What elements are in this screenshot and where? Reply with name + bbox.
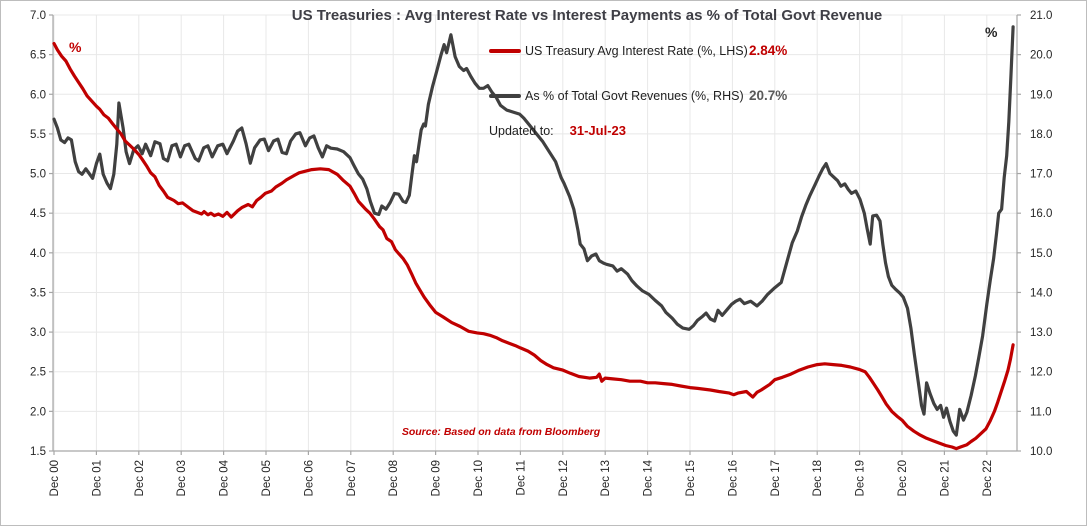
x-axis-tick-label: Dec 20 <box>897 460 909 496</box>
left-axis-tick-label: 2.0 <box>30 406 46 418</box>
left-axis-tick-label: 3.5 <box>30 287 46 299</box>
x-axis-tick-label: Dec 04 <box>219 459 231 496</box>
right-axis-tick-label: 20.0 <box>1030 50 1052 62</box>
x-axis-tick-label: Dec 11 <box>515 460 527 496</box>
left-axis-tick-label: 4.5 <box>30 208 46 220</box>
rhs-axis-unit-label: % <box>985 24 998 40</box>
axis-lines <box>52 15 1018 452</box>
legend-item-revenues: As % of Total Govt Revenues (%, RHS) 20.… <box>489 88 787 103</box>
right-axis-tick-label: 15.0 <box>1030 248 1052 260</box>
left-axis-tick-label: 5.0 <box>30 169 46 181</box>
left-axis-tick-label: 3.0 <box>30 327 46 339</box>
x-axis-tick-label: Dec 05 <box>261 460 273 496</box>
gridlines-vertical <box>53 15 988 451</box>
x-axis-tick-label: Dec 13 <box>600 460 612 496</box>
right-axis-tick-label: 21.0 <box>1030 10 1052 22</box>
source-note: Source: Based on data from Bloomberg <box>401 426 601 438</box>
left-axis-tick-label: 6.0 <box>30 89 46 101</box>
x-axis-tick-label: Dec 18 <box>812 460 824 496</box>
x-axis-tick-label: Dec 09 <box>431 460 443 496</box>
updated-to-row: Updated to: 31-Jul-23 <box>489 123 626 138</box>
axis-tick-marks <box>49 14 1021 455</box>
x-axis-tick-label: Dec 16 <box>727 460 739 496</box>
left-axis-tick-label: 2.5 <box>30 367 46 379</box>
lhs-axis-unit-label: % <box>69 39 82 55</box>
x-axis-tick-label: Dec 06 <box>303 460 315 496</box>
x-axis-tick-label: Dec 02 <box>134 460 146 496</box>
x-axis-tick-label: Dec 15 <box>685 460 697 496</box>
x-axis-tick-labels: Dec 00 Dec 01 Dec 02 Dec 03 Dec 04 Dec 05 Dec … <box>49 459 994 496</box>
right-axis-tick-label: 12.0 <box>1030 367 1052 379</box>
series-rate-line <box>52 41 1015 451</box>
rate-line-swatch <box>489 48 521 53</box>
left-axis-tick-label: 4.0 <box>30 248 46 260</box>
right-axis-tick-label: 10.0 <box>1030 446 1052 458</box>
legend-label-revenues: As % of Total Govt Revenues (%, RHS) <box>525 88 744 103</box>
left-axis-tick-label: 1.5 <box>30 446 46 458</box>
x-axis-tick-label: Dec 03 <box>176 460 188 496</box>
legend-item-rate: US Treasury Avg Interest Rate (%, LHS) 2… <box>489 43 787 58</box>
left-axis-tick-labels: 7.0 6.5 6.0 5.5 5.0 4.5 4.0 3.5 3.0 2.5 2.0 1.5 <box>30 10 46 458</box>
x-axis-tick-label: Dec 17 <box>770 460 782 496</box>
right-axis-tick-label: 16.0 <box>1030 208 1052 220</box>
x-axis-tick-label: Dec 07 <box>346 460 358 496</box>
x-axis-tick-label: Dec 01 <box>91 460 103 496</box>
series-revenues-line <box>52 25 1015 437</box>
right-axis-tick-label: 18.0 <box>1030 129 1052 141</box>
legend-value-revenues: 20.7% <box>749 88 788 103</box>
x-axis-tick-label: Dec 22 <box>982 460 994 496</box>
x-axis-tick-label: Dec 08 <box>388 460 400 496</box>
left-axis-tick-label: 7.0 <box>30 10 46 22</box>
x-axis-tick-label: Dec 00 <box>49 460 61 496</box>
updated-to-label: Updated to: <box>489 123 554 138</box>
revenues-polyline <box>52 25 1015 437</box>
updated-to-date: 31-Jul-23 <box>569 123 627 138</box>
gridlines-horizontal <box>53 14 1017 412</box>
x-axis-tick-label: Dec 10 <box>473 460 485 496</box>
revenues-line-swatch <box>489 93 521 98</box>
right-axis-tick-label: 13.0 <box>1030 327 1052 339</box>
right-axis-tick-label: 11.0 <box>1030 406 1052 418</box>
right-axis-tick-labels: 21.0 20.0 19.0 18.0 17.0 16.0 15.0 14.0 13.0 12.0… <box>1030 10 1052 458</box>
x-axis-tick-label: Dec 12 <box>558 460 570 496</box>
page-title: US Treasuries : Avg Interest Rate vs Int… <box>291 7 883 24</box>
right-axis-tick-label: 14.0 <box>1030 287 1052 299</box>
legend-label-rate: US Treasury Avg Interest Rate (%, LHS) <box>525 43 748 58</box>
x-axis-tick-label: Dec 14 <box>643 459 655 496</box>
left-axis-tick-label: 5.5 <box>30 129 46 141</box>
x-axis-tick-label: Dec 19 <box>855 460 867 496</box>
left-axis-tick-label: 6.5 <box>30 50 46 62</box>
rate-polyline <box>52 41 1015 451</box>
right-axis-tick-label: 17.0 <box>1030 169 1052 181</box>
x-axis-tick-label: Dec 21 <box>939 460 951 496</box>
right-axis-tick-label: 19.0 <box>1030 89 1052 101</box>
legend-value-rate: 2.84% <box>749 43 788 58</box>
